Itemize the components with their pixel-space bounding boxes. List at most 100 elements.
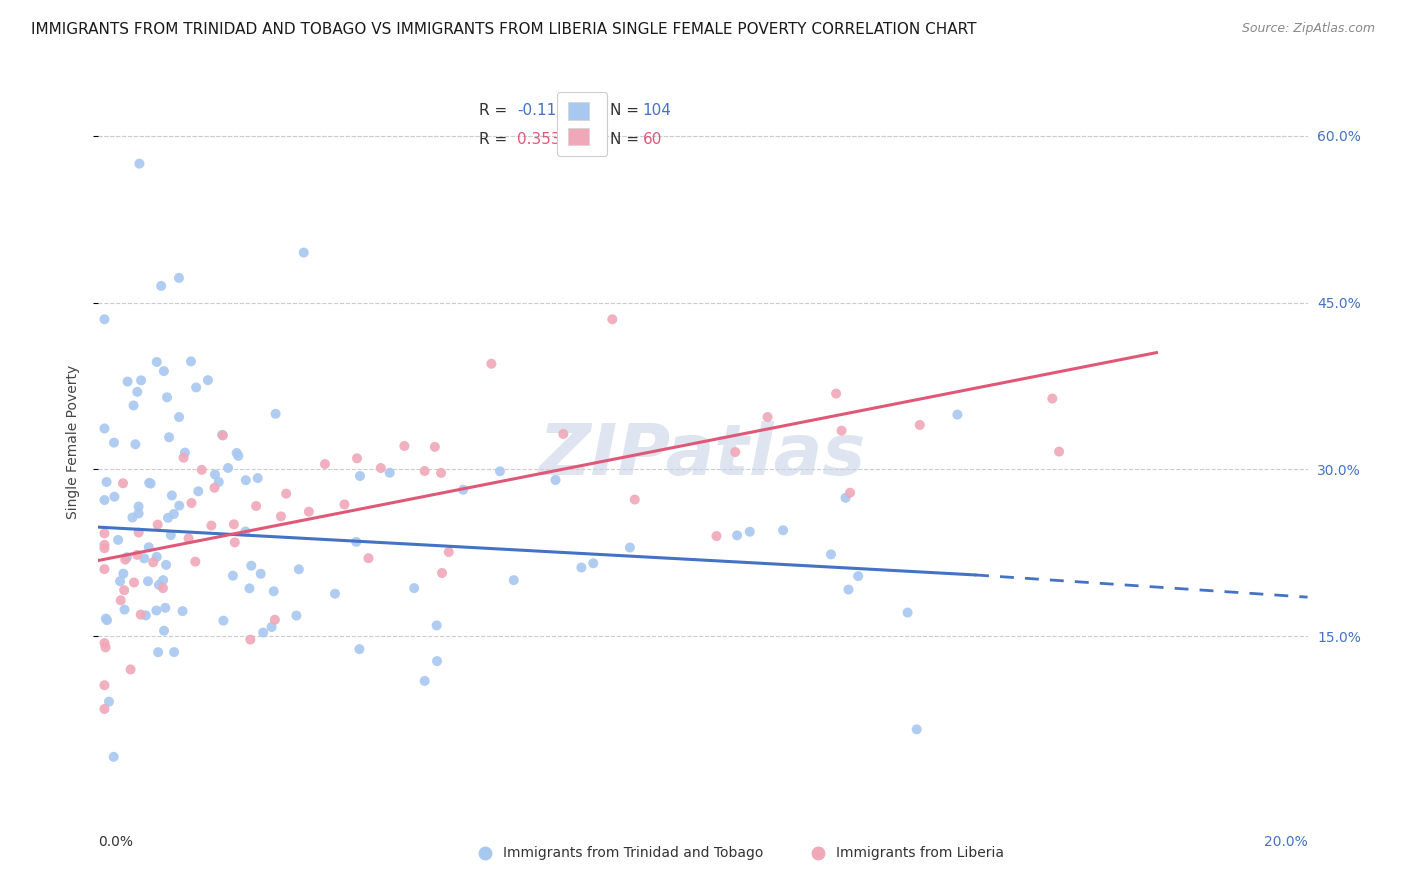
Text: 60: 60 <box>643 132 662 147</box>
Point <box>152 581 174 595</box>
Point <box>222 517 245 532</box>
Point <box>772 523 794 537</box>
Point <box>276 486 298 500</box>
Text: -0.110: -0.110 <box>517 103 565 118</box>
Point <box>160 488 183 502</box>
Point <box>298 505 321 519</box>
Text: R =: R = <box>479 132 512 147</box>
Text: ZIPatlas: ZIPatlas <box>540 422 866 491</box>
Point <box>204 481 226 495</box>
Point <box>93 562 115 576</box>
Point <box>430 566 453 580</box>
Point <box>163 507 186 521</box>
Point <box>270 509 292 524</box>
Point <box>378 466 401 480</box>
Point <box>167 271 190 285</box>
Point <box>174 445 197 459</box>
Point <box>152 573 174 587</box>
Point <box>292 245 315 260</box>
Point <box>128 156 150 170</box>
Point <box>481 357 503 371</box>
Point <box>146 645 169 659</box>
Point <box>129 607 152 622</box>
Point <box>246 471 269 485</box>
Point <box>145 355 167 369</box>
Point <box>96 613 118 627</box>
Point <box>94 612 117 626</box>
Point <box>756 410 779 425</box>
Point <box>357 551 380 566</box>
Point <box>200 518 222 533</box>
Point <box>413 673 436 688</box>
Point <box>239 632 262 647</box>
Point <box>252 625 274 640</box>
Text: Immigrants from Liberia: Immigrants from Liberia <box>837 847 1004 861</box>
Point <box>156 510 179 524</box>
Point <box>846 569 869 583</box>
Point <box>153 624 176 638</box>
Point <box>177 532 200 546</box>
Point <box>404 581 426 595</box>
Point <box>426 654 449 668</box>
Point <box>93 538 115 552</box>
Point <box>111 476 134 491</box>
Point <box>897 606 920 620</box>
Point <box>190 463 212 477</box>
Point <box>120 663 142 677</box>
Point <box>173 450 195 465</box>
Point <box>145 603 167 617</box>
Point <box>426 618 449 632</box>
Point <box>155 600 177 615</box>
Point <box>553 427 575 442</box>
Point <box>260 620 283 634</box>
Point <box>839 485 862 500</box>
Point <box>222 568 245 582</box>
Text: Source: ZipAtlas.com: Source: ZipAtlas.com <box>1241 22 1375 36</box>
Point <box>204 467 226 482</box>
Point <box>619 541 641 555</box>
Point <box>544 473 567 487</box>
Point <box>489 464 512 478</box>
Point <box>706 529 728 543</box>
Point <box>150 279 173 293</box>
Text: N =: N = <box>610 103 644 118</box>
Point <box>117 375 139 389</box>
Point <box>208 475 231 489</box>
Point <box>138 540 160 554</box>
Point <box>114 552 136 566</box>
Point <box>240 558 263 573</box>
Point <box>1040 392 1063 406</box>
Point <box>110 593 132 607</box>
Point <box>245 499 267 513</box>
Point <box>112 583 135 598</box>
Point <box>128 500 150 514</box>
Point <box>582 556 605 570</box>
Point <box>837 582 859 597</box>
Point <box>263 613 285 627</box>
Point <box>146 517 169 532</box>
Point <box>349 469 371 483</box>
Point <box>184 555 207 569</box>
Point <box>96 475 118 489</box>
Point <box>115 550 138 565</box>
Point <box>323 587 346 601</box>
Text: 0.0%: 0.0% <box>98 835 134 849</box>
Text: Immigrants from Trinidad and Tobago: Immigrants from Trinidad and Tobago <box>503 847 763 861</box>
Point <box>122 399 145 413</box>
Point <box>93 636 115 650</box>
Point <box>180 354 202 368</box>
Point <box>430 466 453 480</box>
Point <box>333 497 356 511</box>
Point <box>93 678 115 692</box>
Point <box>437 545 460 559</box>
Point <box>121 510 143 524</box>
Point <box>145 549 167 564</box>
Point <box>249 566 271 581</box>
Point <box>623 492 645 507</box>
Point <box>128 525 150 540</box>
Point <box>94 640 117 655</box>
Point <box>112 566 135 581</box>
Point <box>169 499 191 513</box>
Point <box>725 528 748 542</box>
Point <box>107 533 129 547</box>
